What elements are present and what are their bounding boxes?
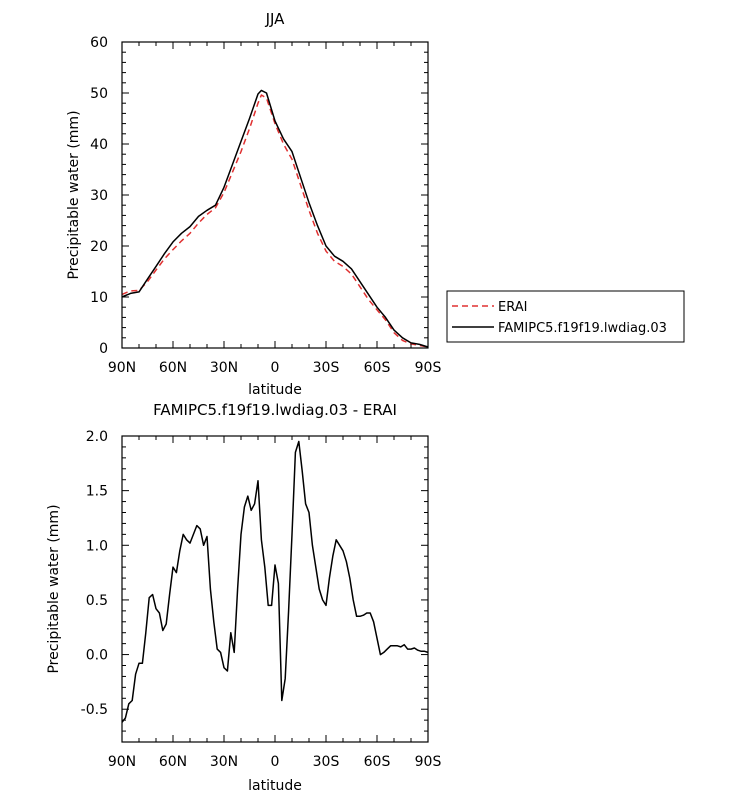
x-tick-label: 30S (313, 754, 340, 770)
x-axis-label: latitude (248, 382, 302, 398)
y-axis-label: Precipitable water (mm) (66, 110, 82, 279)
y-tick-label: 0.0 (86, 648, 108, 664)
y-tick-label: 2.0 (86, 429, 108, 445)
x-tick-label: 0 (271, 360, 280, 376)
x-tick-label: 30N (210, 754, 238, 770)
x-tick-label: 90S (415, 754, 442, 770)
plot-frame (121, 41, 429, 349)
x-tick-label: 60N (159, 360, 187, 376)
x-tick-label: 30N (210, 360, 238, 376)
x-tick-label: 60N (159, 754, 187, 770)
y-tick-label: -0.5 (81, 702, 108, 718)
legend-label-erai: ERAI (498, 300, 527, 315)
legend: ERAI FAMIPC5.f19f19.lwdiag.03 (446, 290, 685, 343)
chart-title: FAMIPC5.f19f19.lwdiag.03 - ERAI (153, 401, 397, 419)
series-line-0 (121, 440, 429, 723)
y-tick-label: 1.5 (86, 484, 108, 500)
x-axis-label: latitude (248, 778, 302, 794)
y-axis-label: Precipitable water (mm) (46, 504, 62, 673)
chart-title: JJA (265, 10, 286, 28)
y-tick-label: 50 (90, 86, 108, 102)
y-tick-label: 1.0 (86, 538, 108, 554)
y-tick-label: 0 (99, 341, 108, 357)
y-tick-label: 60 (90, 35, 108, 51)
legend-label-model: FAMIPC5.f19f19.lwdiag.03 (498, 321, 667, 336)
chart-difference: FAMIPC5.f19f19.lwdiag.03 - ERAI 90N 60N 30… (46, 401, 441, 794)
x-tick-label: 90N (108, 754, 136, 770)
x-tick-label: 90S (415, 360, 442, 376)
x-tick-label: 30S (313, 360, 340, 376)
chart-jja: JJA 90N 60N 30N 0 30S 60S 90S 0 10 20 30 40 50 60 lat… (66, 10, 685, 398)
x-tick-label: 90N (108, 360, 136, 376)
x-tick-label: 0 (271, 754, 280, 770)
legend-box (446, 290, 685, 343)
y-tick-label: 20 (90, 239, 108, 255)
y-tick-label: 30 (90, 188, 108, 204)
y-tick-label: 0.5 (86, 593, 108, 609)
x-tick-label: 60S (364, 360, 391, 376)
series-line-0 (121, 94, 429, 348)
y-tick-label: 10 (90, 290, 108, 306)
series-line-1 (121, 89, 429, 348)
plot-frame (121, 435, 429, 743)
y-tick-label: 40 (90, 137, 108, 153)
x-tick-label: 60S (364, 754, 391, 770)
